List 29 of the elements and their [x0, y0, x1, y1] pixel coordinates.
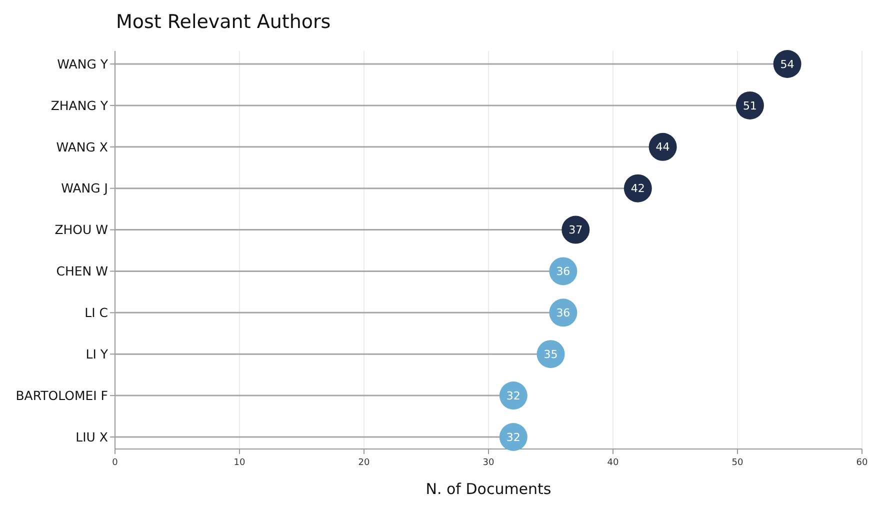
y-tick-label: LI Y [86, 346, 108, 362]
y-tick-label: LI C [84, 305, 108, 320]
x-tick-label: 50 [732, 458, 744, 468]
x-axis-title: N. of Documents [426, 480, 552, 498]
data-label: 44 [656, 140, 670, 154]
data-label: 36 [556, 265, 570, 278]
y-tick-label: ZHOU W [54, 222, 108, 238]
data-label: 42 [630, 182, 645, 196]
y-tick-label: WANG J [61, 180, 108, 196]
x-tick-label: 30 [482, 458, 494, 468]
y-tick-label: CHEN W [56, 264, 108, 279]
x-tick-label: 60 [856, 458, 868, 468]
data-label: 32 [506, 430, 520, 444]
x-tick-label: 40 [607, 458, 619, 468]
y-tick-label: LIU X [76, 429, 108, 444]
data-label: 32 [506, 389, 520, 402]
x-tick-label: 10 [234, 458, 246, 468]
y-tick-label: WANG X [56, 139, 108, 154]
data-label: 54 [780, 58, 794, 71]
x-tick-label: 20 [358, 458, 370, 468]
data-label: 51 [742, 99, 757, 112]
data-label: 35 [544, 348, 558, 361]
data-label: 37 [568, 224, 583, 237]
y-tick-label: WANG Y [57, 56, 108, 72]
x-tick-label: 0 [112, 458, 118, 468]
chart-title: Most Relevant Authors [116, 11, 331, 33]
y-tick-label: ZHANG Y [50, 98, 108, 113]
y-tick-label: BARTOLOMEI F [16, 388, 108, 403]
data-label: 36 [556, 306, 570, 320]
